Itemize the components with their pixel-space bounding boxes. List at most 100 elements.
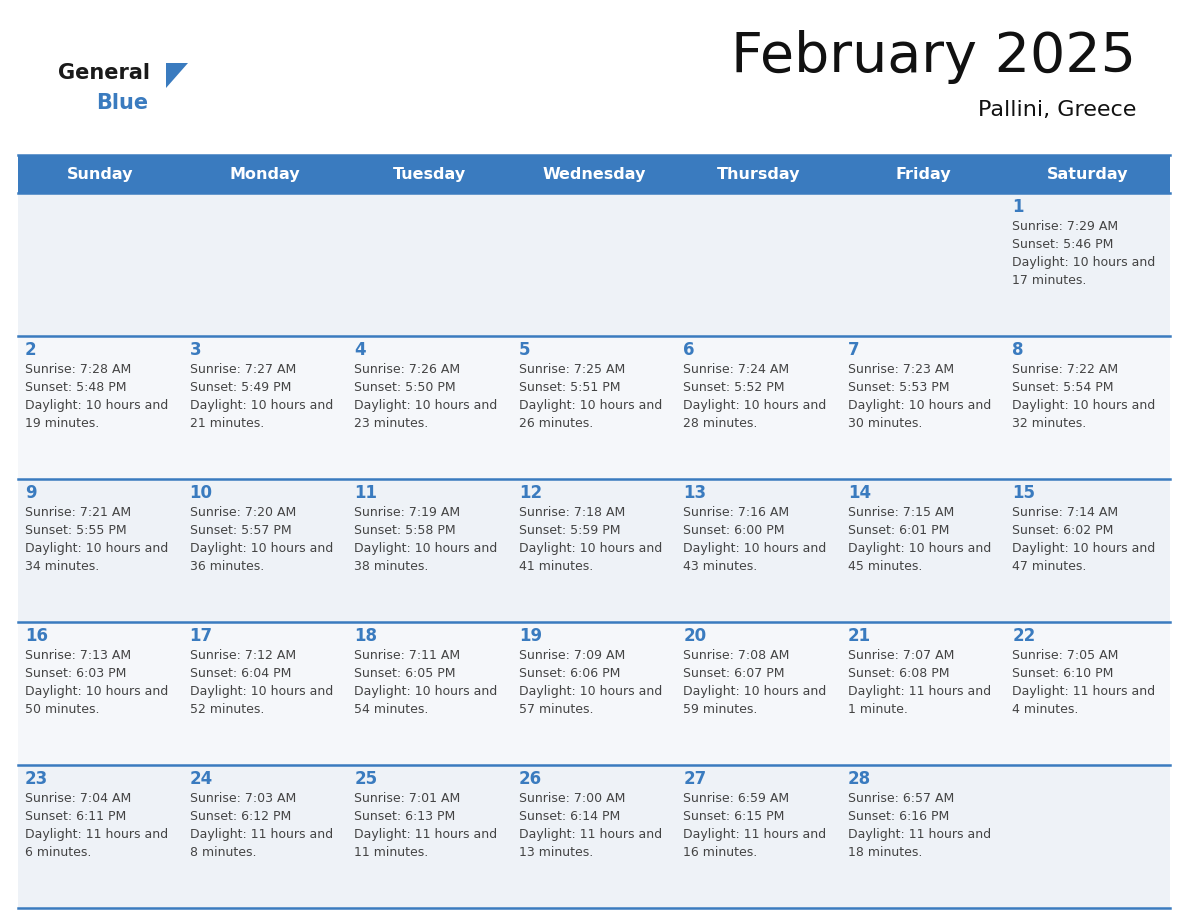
Text: Sunset: 5:53 PM: Sunset: 5:53 PM [848, 381, 949, 394]
Text: Daylight: 11 hours and: Daylight: 11 hours and [848, 685, 991, 698]
Text: Sunrise: 7:19 AM: Sunrise: 7:19 AM [354, 506, 460, 519]
Text: 4: 4 [354, 341, 366, 359]
Text: Sunday: Sunday [67, 166, 133, 182]
Text: 12: 12 [519, 484, 542, 502]
Text: Daylight: 10 hours and: Daylight: 10 hours and [683, 685, 827, 698]
Text: 11: 11 [354, 484, 377, 502]
Text: Daylight: 11 hours and: Daylight: 11 hours and [190, 828, 333, 841]
Text: 2: 2 [25, 341, 37, 359]
Text: Sunset: 5:48 PM: Sunset: 5:48 PM [25, 381, 126, 394]
Bar [18, 479, 1170, 622]
Text: Sunrise: 7:13 AM: Sunrise: 7:13 AM [25, 649, 131, 662]
Text: 57 minutes.: 57 minutes. [519, 703, 593, 716]
Text: Sunset: 6:04 PM: Sunset: 6:04 PM [190, 667, 291, 680]
Text: Sunrise: 7:26 AM: Sunrise: 7:26 AM [354, 363, 460, 376]
Text: Sunset: 6:08 PM: Sunset: 6:08 PM [848, 667, 949, 680]
Text: Sunrise: 7:05 AM: Sunrise: 7:05 AM [1012, 649, 1119, 662]
Text: February 2025: February 2025 [731, 30, 1136, 84]
Text: 8: 8 [1012, 341, 1024, 359]
Text: 10: 10 [190, 484, 213, 502]
Bar [18, 622, 1170, 765]
Text: 16 minutes.: 16 minutes. [683, 846, 758, 859]
Text: Daylight: 10 hours and: Daylight: 10 hours and [1012, 542, 1156, 555]
Text: 26: 26 [519, 770, 542, 788]
Text: Sunrise: 7:16 AM: Sunrise: 7:16 AM [683, 506, 789, 519]
Text: 27: 27 [683, 770, 707, 788]
Text: Sunrise: 7:07 AM: Sunrise: 7:07 AM [848, 649, 954, 662]
Text: 45 minutes.: 45 minutes. [848, 560, 922, 573]
Text: Saturday: Saturday [1047, 166, 1129, 182]
Text: Sunset: 6:07 PM: Sunset: 6:07 PM [683, 667, 785, 680]
Text: Sunset: 6:13 PM: Sunset: 6:13 PM [354, 810, 455, 823]
Text: Sunrise: 7:12 AM: Sunrise: 7:12 AM [190, 649, 296, 662]
Text: Sunrise: 7:11 AM: Sunrise: 7:11 AM [354, 649, 460, 662]
Text: Sunrise: 7:08 AM: Sunrise: 7:08 AM [683, 649, 790, 662]
Text: Daylight: 10 hours and: Daylight: 10 hours and [354, 685, 498, 698]
Text: 1: 1 [1012, 198, 1024, 216]
Text: Sunrise: 7:23 AM: Sunrise: 7:23 AM [848, 363, 954, 376]
Text: Sunrise: 7:21 AM: Sunrise: 7:21 AM [25, 506, 131, 519]
Text: Daylight: 10 hours and: Daylight: 10 hours and [190, 399, 333, 412]
Text: Sunset: 6:05 PM: Sunset: 6:05 PM [354, 667, 456, 680]
Text: 6: 6 [683, 341, 695, 359]
Text: Daylight: 10 hours and: Daylight: 10 hours and [190, 542, 333, 555]
Text: 19 minutes.: 19 minutes. [25, 417, 100, 430]
Text: 30 minutes.: 30 minutes. [848, 417, 922, 430]
Text: 54 minutes.: 54 minutes. [354, 703, 429, 716]
Text: Sunset: 6:01 PM: Sunset: 6:01 PM [848, 524, 949, 537]
Text: Daylight: 11 hours and: Daylight: 11 hours and [848, 828, 991, 841]
Text: 17 minutes.: 17 minutes. [1012, 274, 1087, 287]
Text: 9: 9 [25, 484, 37, 502]
Text: 28: 28 [848, 770, 871, 788]
Text: Daylight: 10 hours and: Daylight: 10 hours and [683, 399, 827, 412]
Text: 21 minutes.: 21 minutes. [190, 417, 264, 430]
Text: 14: 14 [848, 484, 871, 502]
Text: 13 minutes.: 13 minutes. [519, 846, 593, 859]
Text: 7: 7 [848, 341, 859, 359]
Text: 6 minutes.: 6 minutes. [25, 846, 91, 859]
Text: 15: 15 [1012, 484, 1036, 502]
Text: Daylight: 10 hours and: Daylight: 10 hours and [25, 399, 169, 412]
Text: 5: 5 [519, 341, 530, 359]
Text: Sunrise: 6:57 AM: Sunrise: 6:57 AM [848, 792, 954, 805]
Text: Daylight: 10 hours and: Daylight: 10 hours and [354, 399, 498, 412]
Text: Sunset: 6:11 PM: Sunset: 6:11 PM [25, 810, 126, 823]
Text: Sunrise: 7:03 AM: Sunrise: 7:03 AM [190, 792, 296, 805]
Text: 52 minutes.: 52 minutes. [190, 703, 264, 716]
Bar [18, 155, 1170, 193]
Text: General: General [58, 63, 150, 83]
Text: Sunset: 6:12 PM: Sunset: 6:12 PM [190, 810, 291, 823]
Text: Sunrise: 7:18 AM: Sunrise: 7:18 AM [519, 506, 625, 519]
Text: Daylight: 10 hours and: Daylight: 10 hours and [1012, 256, 1156, 269]
Text: Pallini, Greece: Pallini, Greece [978, 100, 1136, 120]
Text: 41 minutes.: 41 minutes. [519, 560, 593, 573]
Text: Daylight: 10 hours and: Daylight: 10 hours and [25, 685, 169, 698]
Text: 36 minutes.: 36 minutes. [190, 560, 264, 573]
Text: Sunset: 6:00 PM: Sunset: 6:00 PM [683, 524, 785, 537]
Text: Sunset: 6:16 PM: Sunset: 6:16 PM [848, 810, 949, 823]
Text: 22: 22 [1012, 627, 1036, 645]
Text: Sunrise: 6:59 AM: Sunrise: 6:59 AM [683, 792, 789, 805]
Text: 59 minutes.: 59 minutes. [683, 703, 758, 716]
Text: Monday: Monday [229, 166, 301, 182]
Text: Daylight: 10 hours and: Daylight: 10 hours and [848, 542, 991, 555]
Text: 3: 3 [190, 341, 201, 359]
Text: Sunrise: 7:01 AM: Sunrise: 7:01 AM [354, 792, 461, 805]
Text: Daylight: 10 hours and: Daylight: 10 hours and [519, 685, 662, 698]
Text: 34 minutes.: 34 minutes. [25, 560, 100, 573]
Text: Daylight: 10 hours and: Daylight: 10 hours and [354, 542, 498, 555]
Text: 13: 13 [683, 484, 707, 502]
Text: Sunset: 5:55 PM: Sunset: 5:55 PM [25, 524, 127, 537]
Text: Sunset: 5:58 PM: Sunset: 5:58 PM [354, 524, 456, 537]
Text: 16: 16 [25, 627, 48, 645]
Text: Daylight: 10 hours and: Daylight: 10 hours and [683, 542, 827, 555]
Text: Sunrise: 7:22 AM: Sunrise: 7:22 AM [1012, 363, 1119, 376]
Text: Sunrise: 7:00 AM: Sunrise: 7:00 AM [519, 792, 625, 805]
Text: Sunrise: 7:09 AM: Sunrise: 7:09 AM [519, 649, 625, 662]
Text: Sunset: 5:59 PM: Sunset: 5:59 PM [519, 524, 620, 537]
Text: Sunset: 5:54 PM: Sunset: 5:54 PM [1012, 381, 1114, 394]
Text: Daylight: 10 hours and: Daylight: 10 hours and [519, 399, 662, 412]
Text: Sunset: 5:50 PM: Sunset: 5:50 PM [354, 381, 456, 394]
Text: Sunrise: 7:20 AM: Sunrise: 7:20 AM [190, 506, 296, 519]
Text: Daylight: 11 hours and: Daylight: 11 hours and [1012, 685, 1156, 698]
